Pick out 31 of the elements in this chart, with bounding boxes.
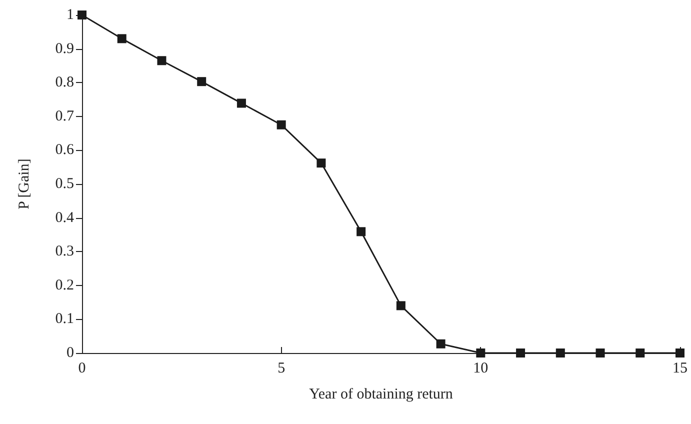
point	[596, 348, 605, 358]
y-tick-label: 0.7	[55, 108, 74, 124]
point	[276, 120, 286, 130]
point	[476, 348, 486, 358]
y-tick-label: 0.6	[55, 142, 74, 158]
point	[197, 77, 206, 86]
y-tick-label: 1	[66, 7, 74, 23]
x-tick-label: 5	[278, 360, 286, 376]
y-axis-title: P [Gain]	[16, 158, 32, 210]
y-tick-label: 0.2	[55, 277, 74, 294]
x-tick-label: 15	[672, 360, 688, 376]
point	[316, 158, 326, 168]
y-tick-label: 0.8	[55, 74, 74, 91]
point	[396, 301, 406, 310]
point	[516, 348, 526, 358]
y-tick-label: 0.5	[55, 176, 74, 192]
point	[556, 348, 565, 358]
y-tick-label: 0.9	[55, 40, 74, 57]
point	[236, 98, 246, 108]
point	[117, 34, 126, 44]
point	[356, 227, 366, 236]
y-tick-label: 0.4	[55, 210, 74, 226]
point	[157, 56, 166, 66]
point	[436, 339, 446, 348]
x-tick-label: 0	[78, 360, 86, 376]
point	[636, 348, 645, 358]
y-tick-label: 0	[66, 345, 74, 361]
y-tick-label: 0.3	[55, 244, 74, 260]
y-tick-label: 0.1	[55, 311, 74, 328]
x-axis-title: Year of obtaining return	[309, 386, 454, 402]
x-tick-label: 10	[473, 360, 488, 376]
